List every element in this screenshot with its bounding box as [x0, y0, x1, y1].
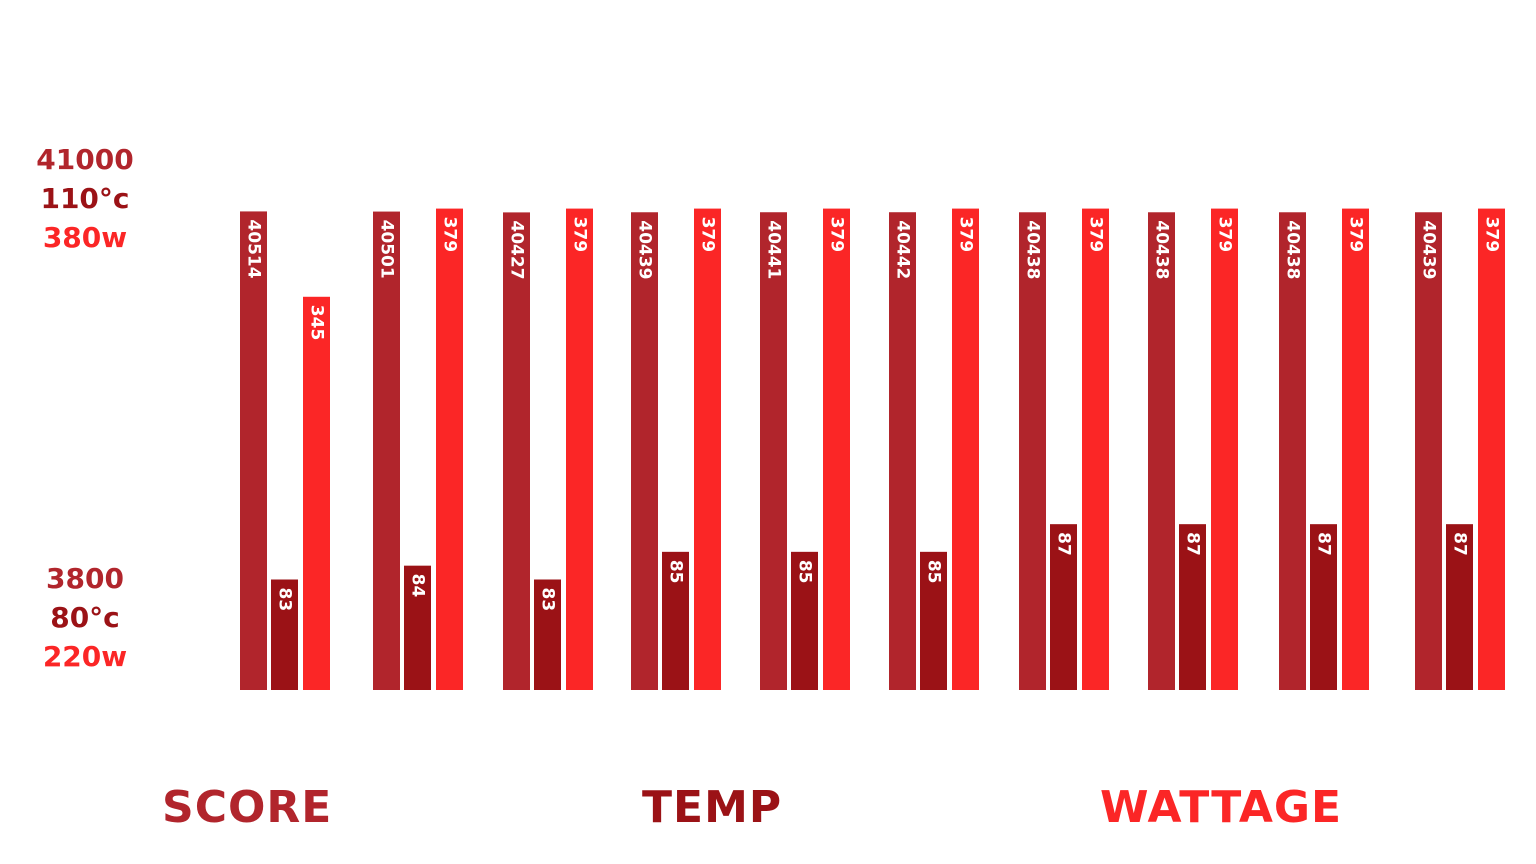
wattage-data-label: 345: [307, 305, 327, 341]
temp-bar: [534, 579, 561, 690]
wattage-data-label: 379: [827, 217, 847, 253]
temp-data-label: 87: [1183, 532, 1203, 556]
score-data-label: 40438: [1023, 220, 1043, 279]
score-bar: [760, 212, 787, 691]
temp-bar: [662, 551, 689, 690]
score-data-label: 40438: [1152, 220, 1172, 279]
wattage-data-label: 379: [1482, 217, 1502, 253]
score-data-label: 40514: [244, 219, 264, 278]
temp-data-label: 87: [1450, 532, 1470, 556]
score-data-label: 40439: [635, 220, 655, 279]
temp-data-label: 85: [666, 560, 686, 584]
wattage-bar: [952, 208, 979, 690]
wattage-bar: [566, 208, 593, 690]
score-max-label: 41000: [36, 143, 134, 176]
score-bar: [1148, 212, 1175, 690]
temp-bar: [791, 551, 818, 690]
wattage-bar: [694, 208, 721, 690]
temp-data-label: 87: [1314, 532, 1334, 556]
temp-bar: [404, 565, 431, 690]
score-data-label: 40438: [1283, 220, 1303, 279]
wattage-max-label: 380w: [42, 221, 128, 254]
temp-min-label: 80°c: [50, 601, 120, 634]
score-data-label: 40442: [893, 220, 913, 279]
temp-bar: [1446, 524, 1473, 690]
score-data-label: 40441: [764, 220, 784, 279]
wattage-bar: [823, 208, 850, 690]
score-min-label: 3800: [46, 562, 124, 595]
wattage-bar: [1342, 208, 1369, 690]
wattage-data-label: 379: [956, 217, 976, 253]
temp-max-label: 110°c: [40, 182, 130, 215]
score-bar: [1019, 212, 1046, 690]
temp-bar: [1310, 524, 1337, 690]
wattage-bar: [1211, 208, 1238, 690]
temp-bar: [1050, 524, 1077, 690]
score-bar: [240, 211, 267, 691]
score-data-label: 40439: [1419, 220, 1439, 279]
wattage-bar: [1082, 208, 1109, 690]
score-data-label: 40427: [507, 220, 527, 279]
temp-data-label: 84: [408, 574, 428, 598]
score-bar: [1279, 212, 1306, 690]
wattage-bar: [1478, 208, 1505, 690]
y-axis-top-labels: 41000 110°c 380w: [15, 140, 155, 257]
temp-data-label: 83: [538, 588, 558, 612]
temp-data-label: 87: [1054, 532, 1074, 556]
score-bar: [1415, 212, 1442, 690]
y-axis-bottom-labels: 3800 80°c 220w: [15, 559, 155, 676]
score-data-label: 40501: [377, 220, 397, 279]
wattage-min-label: 220w: [42, 640, 128, 673]
score-bar: [631, 212, 658, 690]
temp-data-label: 85: [795, 560, 815, 584]
score-bar: [889, 212, 916, 690]
temp-bar: [1179, 524, 1206, 690]
score-bar: [373, 211, 400, 690]
temp-bar: [271, 579, 298, 690]
wattage-data-label: 379: [698, 217, 718, 253]
wattage-bar: [303, 296, 330, 690]
score-bar: [503, 212, 530, 690]
wattage-data-label: 379: [1215, 217, 1235, 253]
wattage-data-label: 379: [440, 217, 460, 253]
wattage-data-label: 379: [1346, 217, 1366, 253]
legend-temp: TEMP: [642, 782, 783, 833]
legend-wattage: WATTAGE: [1100, 782, 1343, 833]
temp-data-label: 83: [275, 588, 295, 612]
wattage-data-label: 379: [570, 217, 590, 253]
temp-bar: [920, 551, 947, 690]
temp-data-label: 85: [924, 560, 944, 584]
wattage-data-label: 379: [1086, 217, 1106, 253]
wattage-bar: [436, 208, 463, 690]
legend-score: SCORE: [162, 782, 333, 833]
